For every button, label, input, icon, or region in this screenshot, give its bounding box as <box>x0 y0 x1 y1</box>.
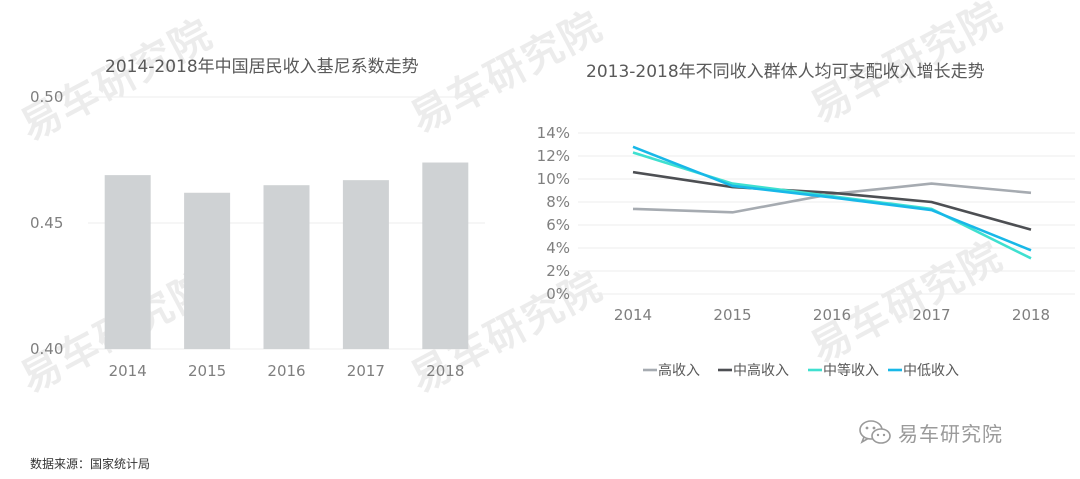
y-tick-label: 14% <box>537 124 570 142</box>
x-tick-label: 2018 <box>1012 306 1050 324</box>
x-tick-label: 2014 <box>614 306 652 324</box>
wechat-icon <box>859 419 891 444</box>
legend-label: 中等收入 <box>823 362 879 379</box>
x-tick-label: 2017 <box>912 306 950 324</box>
bar <box>263 185 310 349</box>
y-tick-label: 0.50 <box>30 88 63 106</box>
bar <box>342 180 389 349</box>
y-tick-label: 8% <box>546 193 570 211</box>
bar <box>184 192 231 349</box>
y-tick-label: 0.45 <box>30 214 63 232</box>
series-line <box>632 170 1032 231</box>
y-tick-label: 6% <box>546 216 570 234</box>
x-tick-label: 2016 <box>813 306 851 324</box>
data-source-note: 数据来源：国家统计局 <box>30 457 151 471</box>
x-tick-label: 2014 <box>109 362 147 380</box>
x-tick-label: 2018 <box>426 362 464 380</box>
x-tick-label: 2015 <box>713 306 751 324</box>
y-tick-label: 4% <box>546 239 570 257</box>
bar <box>422 162 469 349</box>
x-tick-label: 2017 <box>347 362 385 380</box>
bar-chart: 0.50 0.45 0.40 2014 2015 2016 2017 2018 <box>30 88 485 380</box>
line-chart: 14% 12% 10% 8% 6% 4% 2% 0% 2014 2015 2016 2017 2018 高… <box>537 124 1075 379</box>
series-line <box>632 151 1032 260</box>
legend-label: 中高收入 <box>733 362 789 379</box>
brand-badge: 易车研究院 <box>858 418 1003 447</box>
y-tick-label: 0% <box>546 285 570 303</box>
legend-label: 中低收入 <box>903 363 959 379</box>
legend-label: 高收入 <box>658 362 700 379</box>
y-tick-label: 0.40 <box>30 340 63 358</box>
series-line <box>632 145 1032 252</box>
brand-text: 易车研究院 <box>898 422 1003 446</box>
x-tick-label: 2016 <box>267 362 305 380</box>
y-tick-label: 2% <box>546 262 570 280</box>
y-tick-label: 12% <box>537 147 570 165</box>
x-tick-label: 2015 <box>188 362 226 380</box>
y-tick-label: 10% <box>537 170 570 188</box>
left-chart-title: 2014-2018年中国居民收入基尼系数走势 <box>105 57 419 77</box>
bar <box>104 175 151 349</box>
right-chart-title: 2013-2018年不同收入群体人均可支配收入增长走势 <box>586 62 985 82</box>
